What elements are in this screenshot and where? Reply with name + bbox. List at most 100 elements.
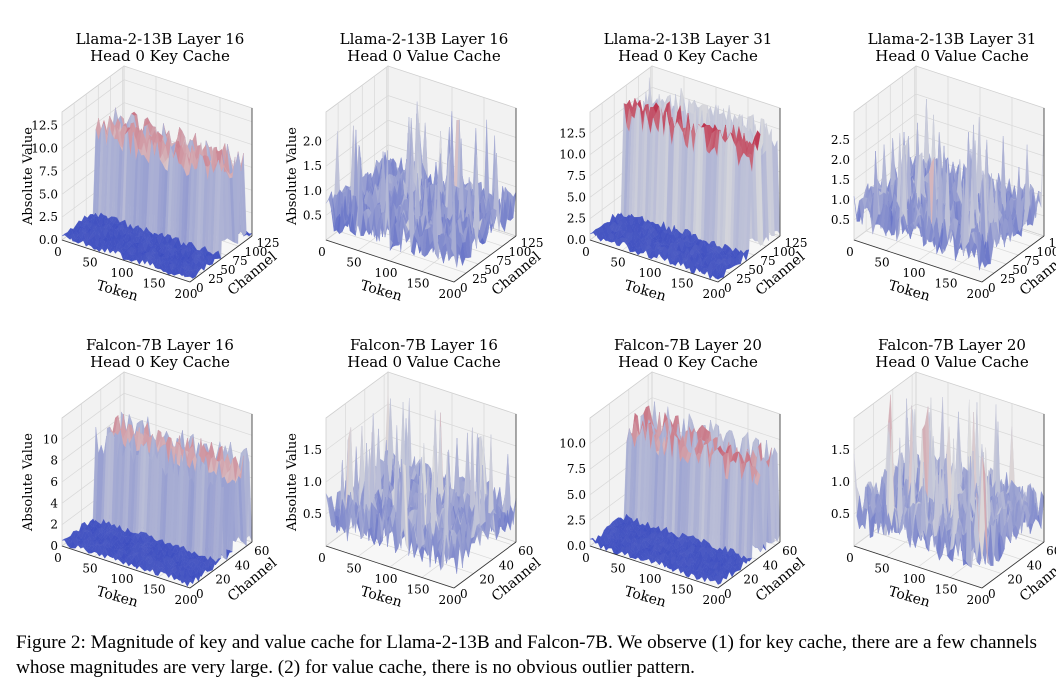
z-tick-label: 1.5	[831, 173, 850, 187]
grid-line	[61, 392, 253, 440]
surface-cell	[451, 181, 457, 268]
token-tick-label: 200	[703, 287, 726, 301]
channel-tick-label: 125	[785, 236, 808, 250]
token-axis-label: Token	[94, 278, 139, 305]
grid-line	[853, 113, 1045, 161]
channel-tick-label: 0	[988, 281, 996, 295]
token-axis-line	[325, 239, 455, 283]
grid-line	[589, 86, 781, 134]
figure-grid: Llama-2-13B Layer 16 Head 0 Key Cache 0 50 1…	[0, 0, 1056, 618]
channel-tick-label: 100	[1036, 245, 1056, 259]
token-tick-label: 100	[375, 266, 398, 280]
grid-line	[325, 119, 517, 167]
z-tick-label: 1.5	[303, 159, 322, 173]
token-tick-label: 100	[111, 266, 134, 280]
channel-axis-line	[189, 235, 253, 283]
channel-tick-label: 25	[1000, 272, 1015, 286]
token-tick-label: 50	[82, 256, 97, 270]
surface-mesh	[61, 411, 253, 587]
z-tick-label: 0.5	[831, 213, 850, 227]
grid-line	[61, 79, 253, 126]
channel-tick-label: 25	[208, 272, 223, 286]
chart-title-line: Head 0 Value Cache	[875, 47, 1029, 65]
z-tick-label: 5.0	[567, 190, 586, 204]
z-tick-label: 10.0	[559, 148, 586, 162]
z-tick-label: 7.5	[567, 169, 586, 183]
surface-mesh	[853, 98, 1045, 271]
channel-tick-label: 100	[244, 245, 267, 259]
channel-axis-line	[981, 235, 1045, 283]
token-tick-label: 0	[846, 245, 854, 259]
channel-tick-label: 0	[724, 281, 732, 295]
grid-line	[61, 414, 253, 461]
surface-cell	[715, 277, 721, 280]
token-tick-label: 150	[143, 277, 166, 291]
z-tick-label: 12.5	[31, 119, 58, 133]
channel-axis-line	[717, 235, 781, 283]
token-axis-line	[61, 239, 191, 283]
chart-panel-5: Falcon-7B Layer 16 Head 0 Key Cache 0 50 100…	[0, 306, 281, 618]
channel-tick-label: 75	[232, 254, 247, 268]
chart-title-line: Head 0 Value Cache	[347, 47, 501, 65]
channel-tick-label: 75	[760, 254, 775, 268]
channel-tick-label: 125	[521, 236, 544, 250]
grid-line	[853, 93, 1045, 141]
surface-mesh	[61, 107, 253, 279]
surface-mesh	[589, 77, 781, 280]
channel-tick-label: 125	[1049, 236, 1056, 250]
z-tick-label: 5.0	[39, 187, 58, 201]
token-axis-label: Token	[622, 278, 667, 305]
token-tick-label: 150	[671, 277, 694, 291]
channel-tick-label: 50	[1012, 263, 1027, 277]
chart-panel-1: Llama-2-13B Layer 16 Head 0 Key Cache 0 50 1…	[0, 0, 281, 312]
grid-line	[853, 133, 1045, 181]
surface-mesh	[325, 101, 517, 268]
channel-tick-label: 100	[508, 245, 531, 259]
channel-tick-label: 125	[257, 236, 280, 250]
channel-tick-label: 100	[772, 245, 795, 259]
token-tick-label: 200	[175, 287, 198, 301]
token-axis-line	[853, 239, 983, 283]
token-tick-label: 150	[935, 277, 958, 291]
z-tick-label: 2.5	[831, 133, 850, 147]
channel-tick-label: 75	[1024, 254, 1039, 268]
channel-tick-label: 50	[748, 263, 763, 277]
token-tick-label: 200	[439, 287, 462, 301]
grid-line	[325, 144, 517, 192]
z-tick-label: 2.0	[303, 135, 322, 149]
chart-title-line: Head 0 Key Cache	[90, 353, 230, 371]
token-tick-label: 50	[346, 256, 361, 270]
channel-tick-label: 25	[736, 272, 751, 286]
grid-line	[325, 95, 517, 142]
token-tick-label: 100	[639, 266, 662, 280]
token-tick-label: 100	[903, 266, 926, 280]
surface-cell	[187, 275, 193, 279]
z-tick-label: 2.0	[831, 153, 850, 167]
chart-panel-3: Llama-2-13B Layer 31 Head 0 Key Cache 0 50 1…	[528, 0, 808, 312]
token-tick-label: 50	[874, 256, 889, 270]
chart-title-line: Head 0 Key Cache	[90, 47, 230, 65]
z-tick-label: 2.5	[567, 212, 586, 226]
chart-panel-2: Llama-2-13B Layer 16 Head 0 Value Cache 0 5…	[264, 0, 545, 312]
chart-title-line: Llama-2-13B Layer 31	[868, 30, 1037, 48]
channel-tick-label: 25	[472, 272, 487, 286]
z-axis-label: Absolute Value	[285, 127, 300, 226]
token-axis-label: Token	[358, 278, 403, 305]
channel-tick-label: 50	[484, 263, 499, 277]
z-tick-label: 10.0	[31, 142, 58, 156]
z-tick-label: 0.0	[39, 233, 58, 247]
z-tick-label: 1.0	[303, 184, 322, 198]
chart-title-line: Llama-2-13B Layer 31	[604, 30, 773, 48]
channel-tick-label: 0	[460, 281, 468, 295]
z-tick-label: 2.5	[39, 210, 58, 224]
token-tick-label: 50	[610, 256, 625, 270]
grid-line	[61, 102, 253, 149]
chart-title-line: Llama-2-13B Layer 16	[340, 30, 509, 48]
z-tick-label: 7.5	[39, 164, 58, 178]
z-axis-label: Absolute Value	[21, 127, 36, 226]
token-tick-label: 200	[967, 287, 990, 301]
